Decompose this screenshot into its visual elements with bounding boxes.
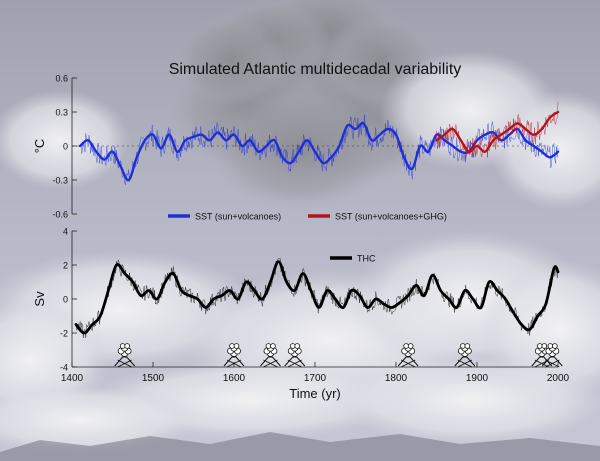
series-0-1: [435, 101, 560, 159]
y-tick-label: 0.6: [55, 74, 68, 84]
legend-label: THC: [357, 254, 376, 264]
y-axis-label: °C: [32, 139, 47, 154]
y-tick-label: 2: [63, 261, 68, 271]
x-tick-label: 1600: [223, 373, 246, 384]
volcano-icon: [260, 343, 281, 368]
y-axis-label: Sv: [32, 291, 47, 307]
x-tick-label: 2000: [547, 373, 570, 384]
x-tick-label: 1500: [142, 373, 165, 384]
volcano-icon: [223, 343, 245, 368]
series-annual-line: [79, 114, 559, 185]
volcano-icon: [541, 343, 563, 368]
y-tick-label: 4: [63, 227, 68, 237]
series-smoothed-line: [435, 110, 560, 153]
legend-label: SST (sun+volcanoes+GHG): [335, 212, 447, 222]
x-tick-label: 1900: [466, 373, 489, 384]
volcano-icon: [284, 343, 306, 368]
x-tick-label: 1400: [61, 373, 84, 384]
series-0-0: [78, 114, 560, 185]
volcano-icon: [397, 343, 419, 368]
y-tick-label: -4: [60, 363, 68, 373]
x-tick-label: 1700: [304, 373, 327, 384]
volcano-markers: [114, 343, 563, 368]
y-tick-label: -2: [60, 329, 68, 339]
x-tick-label: 1800: [385, 373, 408, 384]
series-smoothed-line: [74, 260, 560, 335]
y-tick-label: -0.6: [52, 210, 68, 220]
series-1-0: [74, 258, 560, 339]
chart-title: Simulated Atlantic multidecadal variabil…: [169, 61, 462, 78]
cloud-decoration: [0, 50, 600, 455]
sst-panel: 0.6 0.3 0 -0.3 -0.6 °C SST (sun+volcanoes) SST …: [32, 74, 560, 222]
ash-cloud-decoration: [170, 0, 445, 210]
y-tick-label: 0.3: [55, 108, 68, 118]
legend-label: SST (sun+volcanoes): [195, 212, 281, 222]
x-axis-label: Time (yr): [289, 386, 341, 401]
y-tick-label: 0: [63, 295, 68, 305]
series-smoothed-line: [78, 121, 560, 182]
y-tick-label: -0.3: [52, 176, 68, 186]
y-tick-label: 0: [63, 142, 68, 152]
volcano-icon: [454, 343, 476, 368]
volcano-icon: [114, 343, 136, 368]
